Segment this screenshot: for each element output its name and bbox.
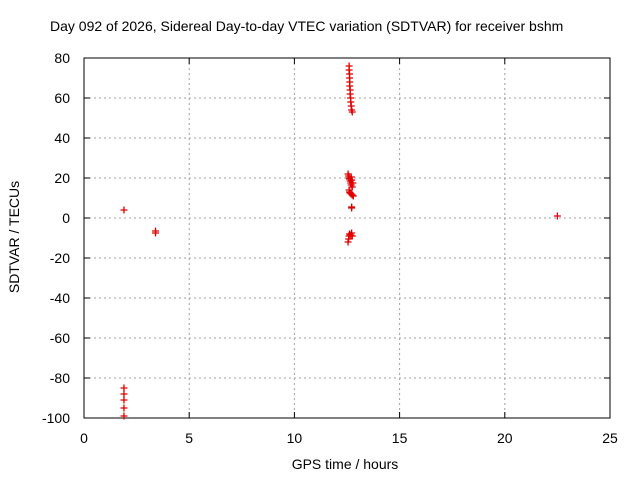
data-point xyxy=(348,204,356,212)
data-point xyxy=(348,191,356,199)
data-point xyxy=(348,176,356,184)
y-tick-label: -100 xyxy=(42,410,70,426)
y-tick-label: -80 xyxy=(50,370,70,386)
y-tick-label: 0 xyxy=(62,210,70,226)
x-tick-label: 20 xyxy=(497,430,513,446)
data-point xyxy=(120,404,128,412)
x-tick-label: 5 xyxy=(185,430,193,446)
data-point xyxy=(152,229,160,237)
data-point xyxy=(349,179,357,187)
data-points xyxy=(120,62,561,420)
data-point xyxy=(120,412,128,420)
y-tick-label: 80 xyxy=(54,50,70,66)
x-tick-label: 25 xyxy=(602,430,618,446)
data-point xyxy=(348,108,356,116)
data-point xyxy=(120,390,128,398)
data-point xyxy=(553,212,561,220)
y-tick-label: 60 xyxy=(54,90,70,106)
data-point xyxy=(349,192,357,200)
y-axis-label: SDTVAR / TECUs xyxy=(6,180,22,294)
y-tick-label: -20 xyxy=(50,250,70,266)
x-tick-label: 10 xyxy=(287,430,303,446)
y-tick-label: 40 xyxy=(54,130,70,146)
chart-title: Day 092 of 2026, Sidereal Day-to-day VTE… xyxy=(50,18,564,34)
y-tick-label: -40 xyxy=(50,290,70,306)
gridlines xyxy=(84,58,610,418)
y-tick-label: 20 xyxy=(54,170,70,186)
x-tick-label: 15 xyxy=(392,430,408,446)
data-point xyxy=(120,384,128,392)
axis-ticks: 0 5 10 15 20 25 -100 -80 -60 -40 -20 0 20 40 60 80 xyxy=(42,50,618,446)
x-axis-label: GPS time / hours xyxy=(291,456,399,472)
x-tick-label: 0 xyxy=(80,430,88,446)
y-tick-label: -60 xyxy=(50,330,70,346)
plot-frame xyxy=(83,57,611,419)
data-point xyxy=(120,396,128,404)
data-point xyxy=(348,232,356,240)
data-point xyxy=(120,206,128,214)
